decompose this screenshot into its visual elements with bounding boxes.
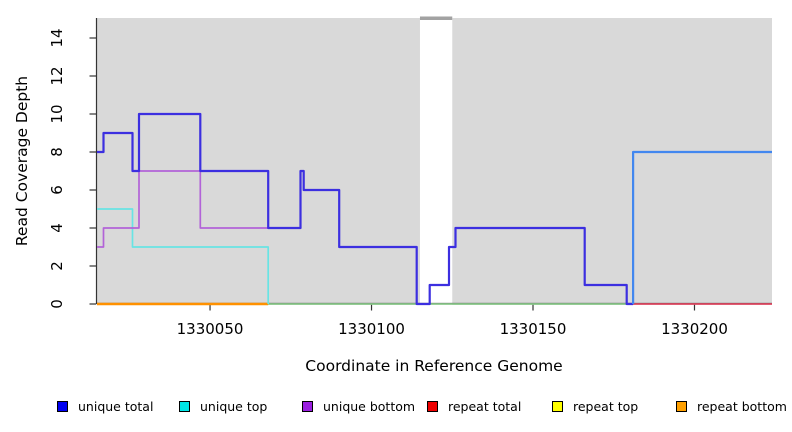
y-tick-label: 6 — [48, 185, 66, 195]
y-tick-label: 8 — [48, 147, 66, 157]
x-tick-label: 1330200 — [661, 320, 728, 338]
masked-gap-cap — [419, 16, 453, 20]
x-tick-label: 1330100 — [338, 320, 405, 338]
y-axis-title: Read Coverage Depth — [13, 75, 31, 247]
y-tick-label: 14 — [48, 28, 66, 47]
y-tick-label: 2 — [48, 261, 66, 271]
x-tick-label: 1330050 — [177, 320, 244, 338]
series-line-total-top-overlap-azure — [632, 150, 772, 304]
masked-gap-band — [419, 13, 453, 305]
series-line-unique-total-blue — [97, 112, 634, 306]
series-line-unique-bottom-purple — [97, 170, 269, 248]
x-axis-title: Coordinate in Reference Genome — [305, 357, 563, 375]
y-tick-label: 0 — [48, 299, 66, 309]
y-tick-label: 4 — [48, 223, 66, 233]
series-line-unique-top-cyan — [97, 208, 270, 304]
y-tick-label: 10 — [48, 104, 66, 123]
y-tick-label: 12 — [48, 66, 66, 85]
x-tick-label: 1330150 — [500, 320, 567, 338]
